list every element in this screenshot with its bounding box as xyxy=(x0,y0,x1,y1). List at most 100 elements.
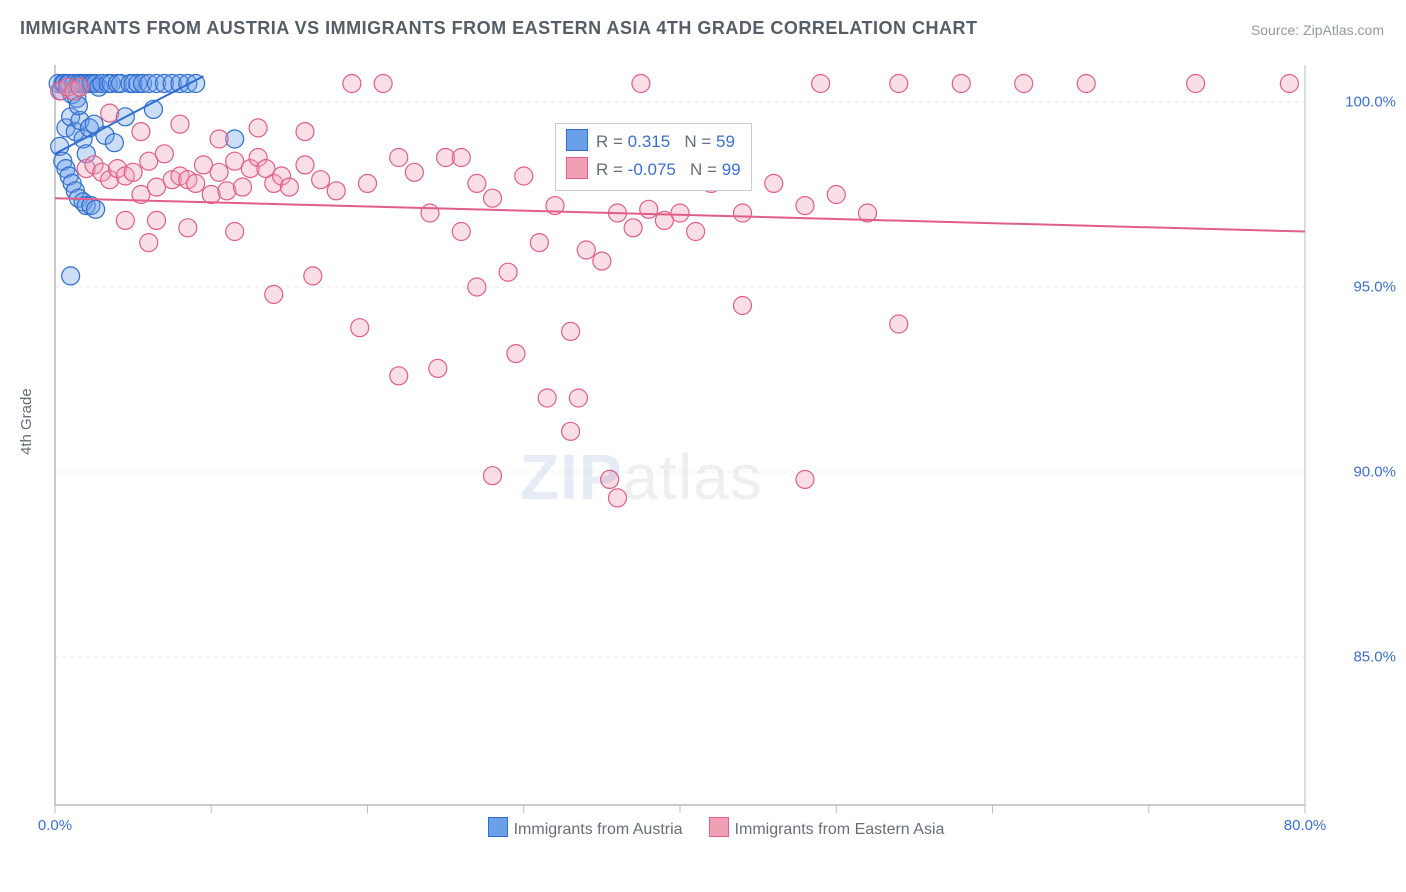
data-point-eastern_asia xyxy=(1015,75,1033,93)
data-point-eastern_asia xyxy=(390,367,408,385)
data-point-eastern_asia xyxy=(562,322,580,340)
data-point-eastern_asia xyxy=(148,211,166,229)
data-point-eastern_asia xyxy=(734,204,752,222)
data-point-eastern_asia xyxy=(429,359,447,377)
legend-swatch xyxy=(488,817,508,837)
data-point-eastern_asia xyxy=(624,219,642,237)
legend-n-value: 99 xyxy=(722,160,741,179)
data-point-eastern_asia xyxy=(1077,75,1095,93)
data-point-eastern_asia xyxy=(452,149,470,167)
legend-n-label: N = xyxy=(670,132,716,151)
series-legend: Immigrants from Austria Immigrants from E… xyxy=(0,817,1406,843)
legend-r-value: -0.075 xyxy=(628,160,676,179)
correlation-legend: R = 0.315 N = 59R = -0.075 N = 99 xyxy=(555,123,752,191)
data-point-eastern_asia xyxy=(226,223,244,241)
legend-series-label: Immigrants from Eastern Asia xyxy=(735,821,945,838)
data-point-eastern_asia xyxy=(1280,75,1298,93)
data-point-eastern_asia xyxy=(609,489,627,507)
data-point-eastern_asia xyxy=(421,204,439,222)
legend-swatch xyxy=(566,157,588,179)
data-point-eastern_asia xyxy=(202,186,220,204)
legend-row-austria: R = 0.315 N = 59 xyxy=(566,128,741,156)
data-point-eastern_asia xyxy=(234,178,252,196)
legend-series-label: Immigrants from Austria xyxy=(514,821,683,838)
data-point-eastern_asia xyxy=(343,75,361,93)
data-point-eastern_asia xyxy=(484,189,502,207)
data-point-eastern_asia xyxy=(530,234,548,252)
data-point-eastern_asia xyxy=(359,174,377,192)
data-point-eastern_asia xyxy=(280,178,298,196)
data-point-eastern_asia xyxy=(890,315,908,333)
legend-r-label: R = xyxy=(596,160,628,179)
y-tick-label: 95.0% xyxy=(1353,279,1396,296)
data-point-eastern_asia xyxy=(390,149,408,167)
data-point-eastern_asia xyxy=(218,182,236,200)
data-point-eastern_asia xyxy=(405,163,423,181)
data-point-eastern_asia xyxy=(507,345,525,363)
data-point-eastern_asia xyxy=(140,234,158,252)
data-point-eastern_asia xyxy=(812,75,830,93)
data-point-eastern_asia xyxy=(796,197,814,215)
data-point-eastern_asia xyxy=(155,145,173,163)
legend-swatch xyxy=(566,129,588,151)
data-point-eastern_asia xyxy=(562,422,580,440)
data-point-eastern_asia xyxy=(499,263,517,281)
data-point-eastern_asia xyxy=(827,186,845,204)
data-point-eastern_asia xyxy=(577,241,595,259)
data-point-eastern_asia xyxy=(116,211,134,229)
data-point-eastern_asia xyxy=(179,219,197,237)
data-point-eastern_asia xyxy=(687,223,705,241)
data-point-eastern_asia xyxy=(71,78,89,96)
data-point-eastern_asia xyxy=(124,163,142,181)
data-point-eastern_asia xyxy=(1187,75,1205,93)
data-point-eastern_asia xyxy=(312,171,330,189)
legend-n-value: 59 xyxy=(716,132,735,151)
data-point-eastern_asia xyxy=(538,389,556,407)
y-tick-label: 90.0% xyxy=(1353,464,1396,481)
data-point-eastern_asia xyxy=(632,75,650,93)
data-point-eastern_asia xyxy=(101,104,119,122)
data-point-eastern_asia xyxy=(952,75,970,93)
data-point-eastern_asia xyxy=(890,75,908,93)
chart-title: IMMIGRANTS FROM AUSTRIA VS IMMIGRANTS FR… xyxy=(20,18,977,39)
data-point-eastern_asia xyxy=(171,115,189,133)
data-point-eastern_asia xyxy=(304,267,322,285)
data-point-eastern_asia xyxy=(327,182,345,200)
data-point-austria xyxy=(105,134,123,152)
data-point-eastern_asia xyxy=(734,297,752,315)
data-point-eastern_asia xyxy=(132,123,150,141)
data-point-eastern_asia xyxy=(569,389,587,407)
y-tick-label: 100.0% xyxy=(1345,94,1396,111)
data-point-eastern_asia xyxy=(765,174,783,192)
data-point-eastern_asia xyxy=(296,123,314,141)
source-attribution: Source: ZipAtlas.com xyxy=(1251,22,1384,38)
data-point-eastern_asia xyxy=(351,319,369,337)
data-point-eastern_asia xyxy=(601,470,619,488)
legend-row-eastern_asia: R = -0.075 N = 99 xyxy=(566,156,741,184)
data-point-eastern_asia xyxy=(796,470,814,488)
data-point-eastern_asia xyxy=(468,174,486,192)
data-point-eastern_asia xyxy=(452,223,470,241)
data-point-eastern_asia xyxy=(515,167,533,185)
data-point-eastern_asia xyxy=(249,119,267,137)
data-point-austria xyxy=(62,267,80,285)
legend-n-label: N = xyxy=(676,160,722,179)
data-point-austria xyxy=(87,200,105,218)
data-point-eastern_asia xyxy=(265,285,283,303)
legend-swatch xyxy=(709,817,729,837)
chart-container: 4th Grade 85.0%90.0%95.0%100.0% 0.0%80.0… xyxy=(0,55,1406,855)
data-point-eastern_asia xyxy=(640,200,658,218)
y-tick-label: 85.0% xyxy=(1353,649,1396,666)
data-point-eastern_asia xyxy=(468,278,486,296)
data-point-eastern_asia xyxy=(593,252,611,270)
data-point-eastern_asia xyxy=(210,163,228,181)
y-axis-label: 4th Grade xyxy=(18,388,35,455)
data-point-eastern_asia xyxy=(374,75,392,93)
data-point-eastern_asia xyxy=(484,467,502,485)
data-point-eastern_asia xyxy=(187,174,205,192)
data-point-eastern_asia xyxy=(671,204,689,222)
legend-r-value: 0.315 xyxy=(628,132,671,151)
legend-r-label: R = xyxy=(596,132,628,151)
data-point-eastern_asia xyxy=(296,156,314,174)
data-point-eastern_asia xyxy=(210,130,228,148)
